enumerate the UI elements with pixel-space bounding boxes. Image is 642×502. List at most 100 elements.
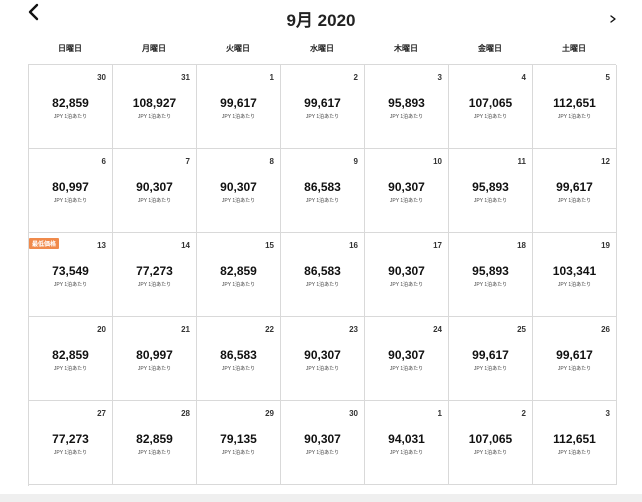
day-price: 90,307 — [136, 180, 173, 194]
calendar-day-cell[interactable]: 3 95,893 JPY 1泊あたり — [365, 65, 449, 149]
calendar-day-cell[interactable]: 18 95,893 JPY 1泊あたり — [449, 233, 533, 317]
day-price: 77,273 — [52, 432, 89, 446]
day-price: 99,617 — [472, 348, 509, 362]
calendar-day-cell[interactable]: 1 99,617 JPY 1泊あたり — [197, 65, 281, 149]
calendar-day-cell[interactable]: 6 80,997 JPY 1泊あたり — [29, 149, 113, 233]
day-price: 80,997 — [136, 348, 173, 362]
day-price: 107,065 — [468, 432, 513, 446]
price-unit-note: JPY 1泊あたり — [473, 366, 508, 372]
price-unit-note: JPY 1泊あたり — [473, 282, 508, 288]
day-price: 107,065 — [468, 96, 513, 110]
day-price: 77,273 — [136, 264, 173, 278]
price-unit-note: JPY 1泊あたり — [221, 114, 256, 120]
day-price: 99,617 — [556, 180, 593, 194]
day-number: 20 — [97, 325, 106, 334]
day-price: 99,617 — [304, 96, 341, 110]
day-price: 108,927 — [132, 96, 177, 110]
price-unit-note: JPY 1泊あたり — [389, 450, 424, 456]
day-price: 99,617 — [556, 348, 593, 362]
day-number: 10 — [433, 157, 442, 166]
calendar-day-cell[interactable]: 2 99,617 JPY 1泊あたり — [281, 65, 365, 149]
day-price: 86,583 — [304, 180, 341, 194]
day-number: 2 — [353, 73, 358, 82]
day-price: 86,583 — [220, 348, 257, 362]
calendar-day-cell[interactable]: 12 99,617 JPY 1泊あたり — [533, 149, 617, 233]
day-price: 94,031 — [388, 432, 425, 446]
calendar-day-cell[interactable]: 11 95,893 JPY 1泊あたり — [449, 149, 533, 233]
price-unit-note: JPY 1泊あたり — [221, 198, 256, 204]
day-price: 80,997 — [52, 180, 89, 194]
price-unit-note: JPY 1泊あたり — [137, 366, 172, 372]
calendar-day-cell[interactable]: 2 107,065 JPY 1泊あたり — [449, 401, 533, 485]
price-unit-note: JPY 1泊あたり — [305, 366, 340, 372]
calendar-day-cell[interactable]: 22 86,583 JPY 1泊あたり — [197, 317, 281, 401]
price-unit-note: JPY 1泊あたり — [389, 282, 424, 288]
calendar-day-cell[interactable]: 1 94,031 JPY 1泊あたり — [365, 401, 449, 485]
day-number: 3 — [437, 73, 442, 82]
day-price: 99,617 — [220, 96, 257, 110]
day-number: 19 — [601, 241, 610, 250]
calendar-day-cell[interactable]: 28 82,859 JPY 1泊あたり — [113, 401, 197, 485]
price-unit-note: JPY 1泊あたり — [137, 282, 172, 288]
calendar-day-cell[interactable]: 23 90,307 JPY 1泊あたり — [281, 317, 365, 401]
price-unit-note: JPY 1泊あたり — [389, 114, 424, 120]
price-unit-note: JPY 1泊あたり — [53, 114, 88, 120]
price-unit-note: JPY 1泊あたり — [557, 366, 592, 372]
chevron-left-icon[interactable] — [24, 2, 46, 24]
weekday-thursday: 木曜日 — [394, 44, 418, 53]
weekday-sunday: 日曜日 — [58, 44, 82, 53]
calendar-day-cell[interactable]: 26 99,617 JPY 1泊あたり — [533, 317, 617, 401]
day-number: 22 — [265, 325, 274, 334]
calendar-day-cell[interactable]: 25 99,617 JPY 1泊あたり — [449, 317, 533, 401]
calendar-day-cell[interactable]: 14 77,273 JPY 1泊あたり — [113, 233, 197, 317]
price-unit-note: JPY 1泊あたり — [557, 198, 592, 204]
calendar-day-cell[interactable]: 8 90,307 JPY 1泊あたり — [197, 149, 281, 233]
calendar-day-cell[interactable]: 24 90,307 JPY 1泊あたり — [365, 317, 449, 401]
calendar-day-cell[interactable]: 10 90,307 JPY 1泊あたり — [365, 149, 449, 233]
day-number: 3 — [605, 409, 610, 418]
day-number: 13 — [97, 241, 106, 250]
day-price: 79,135 — [220, 432, 257, 446]
day-number: 21 — [181, 325, 190, 334]
calendar-day-cell[interactable]: 30 82,859 JPY 1泊あたり — [29, 65, 113, 149]
day-number: 1 — [269, 73, 274, 82]
chevron-right-icon[interactable] — [606, 12, 620, 26]
day-number: 23 — [349, 325, 358, 334]
price-unit-note: JPY 1泊あたり — [53, 282, 88, 288]
weekday-header-row: 日曜日 月曜日 火曜日 水曜日 木曜日 金曜日 土曜日 — [28, 40, 616, 58]
day-price: 82,859 — [220, 264, 257, 278]
calendar-day-cell[interactable]: 9 86,583 JPY 1泊あたり — [281, 149, 365, 233]
day-price: 90,307 — [388, 180, 425, 194]
day-price: 90,307 — [388, 348, 425, 362]
calendar-day-cell[interactable]: 17 90,307 JPY 1泊あたり — [365, 233, 449, 317]
day-number: 4 — [521, 73, 526, 82]
calendar-day-cell[interactable]: 16 86,583 JPY 1泊あたり — [281, 233, 365, 317]
day-price: 73,549 — [52, 264, 89, 278]
calendar-day-cell[interactable]: 20 82,859 JPY 1泊あたり — [29, 317, 113, 401]
calendar-day-cell[interactable]: 19 103,341 JPY 1泊あたり — [533, 233, 617, 317]
day-price: 86,583 — [304, 264, 341, 278]
price-unit-note: JPY 1泊あたり — [305, 114, 340, 120]
day-number: 30 — [97, 73, 106, 82]
calendar-day-cell[interactable]: 3 112,651 JPY 1泊あたり — [533, 401, 617, 485]
day-price: 82,859 — [136, 432, 173, 446]
day-number: 28 — [181, 409, 190, 418]
calendar-day-cell[interactable]: 31 108,927 JPY 1泊あたり — [113, 65, 197, 149]
day-number: 9 — [353, 157, 358, 166]
calendar-day-cell[interactable]: 15 82,859 JPY 1泊あたり — [197, 233, 281, 317]
calendar-day-cell[interactable]: 21 80,997 JPY 1泊あたり — [113, 317, 197, 401]
calendar-day-cell[interactable]: 29 79,135 JPY 1泊あたり — [197, 401, 281, 485]
calendar-day-cell[interactable]: 5 112,651 JPY 1泊あたり — [533, 65, 617, 149]
price-unit-note: JPY 1泊あたり — [389, 366, 424, 372]
price-unit-note: JPY 1泊あたり — [137, 198, 172, 204]
day-price: 95,893 — [472, 180, 509, 194]
price-unit-note: JPY 1泊あたり — [557, 114, 592, 120]
calendar-day-cell[interactable]: 27 77,273 JPY 1泊あたり — [29, 401, 113, 485]
calendar-day-cell[interactable]: 最低価格 13 73,549 JPY 1泊あたり — [29, 233, 113, 317]
day-price: 112,651 — [553, 96, 596, 110]
calendar-day-cell[interactable]: 4 107,065 JPY 1泊あたり — [449, 65, 533, 149]
day-number: 6 — [101, 157, 106, 166]
day-price: 82,859 — [52, 96, 89, 110]
calendar-day-cell[interactable]: 7 90,307 JPY 1泊あたり — [113, 149, 197, 233]
calendar-day-cell[interactable]: 30 90,307 JPY 1泊あたり — [281, 401, 365, 485]
